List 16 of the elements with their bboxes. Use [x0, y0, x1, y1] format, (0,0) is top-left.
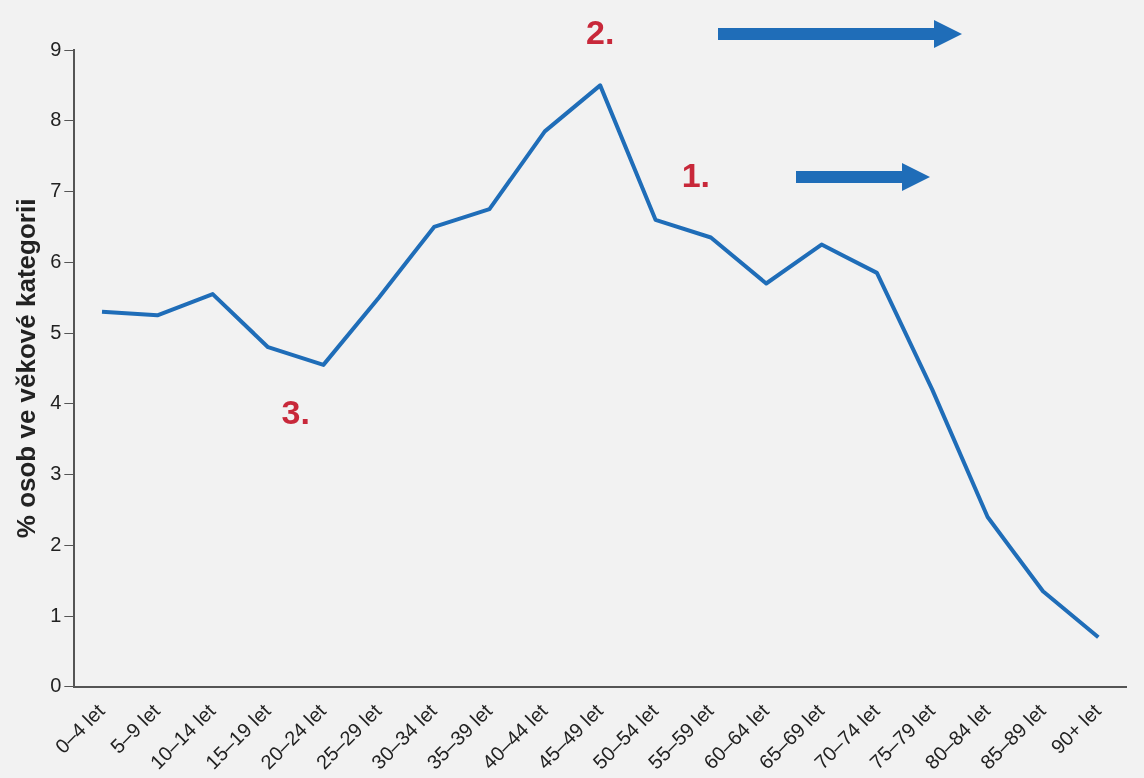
y-axis-title: % osob ve věkové kategorii [10, 198, 41, 539]
y-tick-label: 4 [50, 391, 62, 414]
annotation: 1. [681, 155, 711, 194]
y-tick-label: 0 [50, 674, 62, 697]
x-tick-label: 0–4 let [50, 699, 110, 758]
y-tick-label: 1 [50, 603, 62, 626]
y-tick-label: 7 [50, 179, 62, 202]
y-tick-label: 6 [50, 249, 62, 272]
y-tick-label: 3 [50, 462, 62, 485]
y-tick-label: 9 [50, 37, 62, 60]
y-tick-label: 8 [50, 108, 62, 131]
y-tick-label: 2 [50, 532, 62, 555]
x-tick-label: 90+ let [1046, 699, 1106, 758]
annotation: 3. [281, 392, 310, 431]
y-tick-label: 5 [50, 320, 62, 343]
annotation: 2. [585, 13, 615, 52]
